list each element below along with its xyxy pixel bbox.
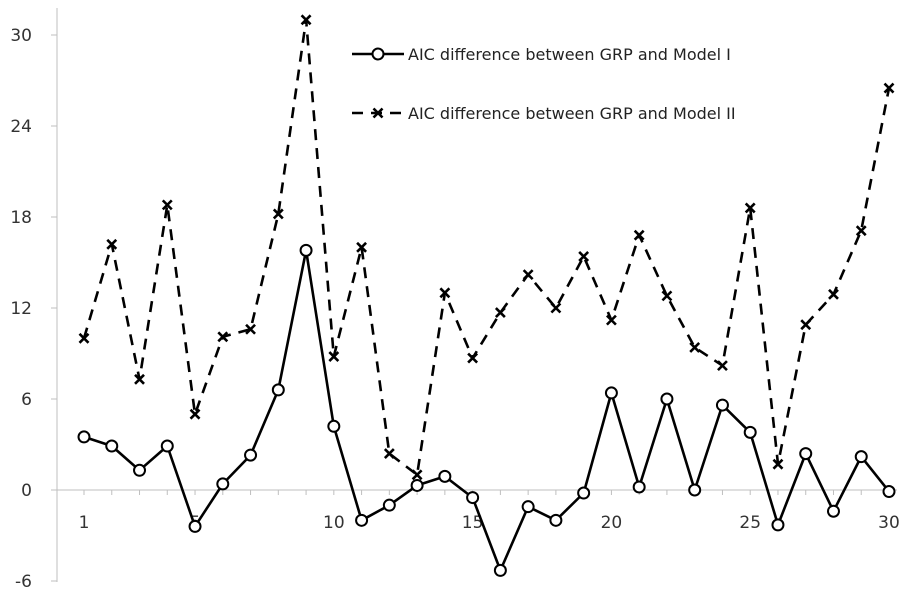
legend: AIC difference between GRP and Model I AI… xyxy=(352,45,736,123)
legend-x-marker xyxy=(372,107,384,119)
circle-data-point xyxy=(216,477,230,491)
x-data-point xyxy=(855,225,867,237)
circle-data-point xyxy=(160,439,174,453)
circle-data-point xyxy=(854,450,868,464)
circle-data-point xyxy=(549,513,563,527)
circle-data-point xyxy=(632,480,646,494)
circle-data-point xyxy=(438,469,452,483)
circle-data-point xyxy=(799,447,813,461)
circle-data-point xyxy=(493,563,507,577)
circle-data-point xyxy=(355,513,369,527)
x-data-point xyxy=(633,229,645,241)
circle-data-point xyxy=(105,439,119,453)
x-data-point xyxy=(772,458,784,470)
x-data-point xyxy=(106,238,118,250)
circle-data-point xyxy=(826,504,840,518)
x-data-point xyxy=(217,331,229,343)
circle-data-point xyxy=(188,519,202,533)
series-line xyxy=(83,249,891,572)
circle-data-point xyxy=(299,243,313,257)
x-tick-label: 20 xyxy=(601,513,623,533)
circle-data-point xyxy=(577,486,591,500)
x-data-point xyxy=(578,251,590,262)
x-data-point xyxy=(356,241,368,253)
series-line xyxy=(82,18,891,477)
x-data-point xyxy=(383,448,395,460)
y-tick-label: 6 xyxy=(21,390,32,410)
x-data-point xyxy=(78,332,90,344)
x-data-point xyxy=(467,352,479,364)
circle-data-point xyxy=(410,478,424,492)
circle-data-point xyxy=(882,485,896,499)
x-tick-label: 25 xyxy=(739,513,761,533)
circle-data-point xyxy=(77,430,91,444)
circle-data-point xyxy=(688,483,702,497)
x-data-point xyxy=(411,469,423,481)
circle-data-point xyxy=(466,491,480,505)
series-2 xyxy=(78,14,895,481)
legend-label: AIC difference between GRP and Model I xyxy=(408,45,731,64)
x-data-point xyxy=(661,290,673,302)
circle-data-point xyxy=(771,518,785,532)
x-data-point xyxy=(828,288,839,300)
series-1 xyxy=(77,243,896,577)
x-tick-label: 15 xyxy=(462,513,484,533)
circle-data-point xyxy=(743,425,757,439)
x-data-point xyxy=(439,287,451,299)
circle-data-point xyxy=(327,419,341,433)
circle-data-point xyxy=(271,383,285,397)
x-tick-label: 10 xyxy=(323,513,345,533)
x-data-point xyxy=(605,314,617,326)
x-data-point xyxy=(550,302,562,314)
x-data-point xyxy=(689,342,701,353)
circle-data-point xyxy=(382,498,396,512)
legend-label: AIC difference between GRP and Model II xyxy=(408,104,736,123)
x-data-point xyxy=(189,408,201,420)
y-tick-label: 12 xyxy=(10,299,32,319)
x-data-point xyxy=(800,319,812,331)
x-tick-label: 1 xyxy=(79,513,90,533)
x-data-point xyxy=(245,323,256,335)
y-tick-label: -6 xyxy=(15,572,32,592)
x-data-point xyxy=(272,208,284,220)
x-data-point xyxy=(883,82,895,94)
x-data-point xyxy=(300,14,312,26)
circle-data-point xyxy=(244,448,258,462)
circle-data-point xyxy=(521,500,535,514)
legend-entry-2: AIC difference between GRP and Model II xyxy=(352,104,736,123)
x-data-point xyxy=(161,199,173,211)
legend-entry-1: AIC difference between GRP and Model I xyxy=(352,45,731,64)
y-tick-label: 24 xyxy=(10,117,32,137)
x-data-point xyxy=(717,360,728,372)
legend-circle-marker xyxy=(371,47,385,61)
chart-axes: -60612182430151015202530 xyxy=(10,8,900,592)
x-data-point xyxy=(744,202,756,214)
x-data-point xyxy=(134,373,145,385)
x-tick-label: 30 xyxy=(878,513,900,533)
circle-data-point xyxy=(133,463,147,477)
series-layer xyxy=(77,14,896,577)
x-data-point xyxy=(328,351,340,362)
circle-data-point xyxy=(715,398,729,412)
y-tick-label: 0 xyxy=(21,481,32,501)
x-data-point xyxy=(522,269,534,281)
circle-data-point xyxy=(604,386,618,400)
y-tick-label: 18 xyxy=(10,208,32,228)
circle-data-point xyxy=(660,392,674,406)
y-tick-label: 30 xyxy=(10,26,32,46)
x-data-point xyxy=(494,307,506,318)
